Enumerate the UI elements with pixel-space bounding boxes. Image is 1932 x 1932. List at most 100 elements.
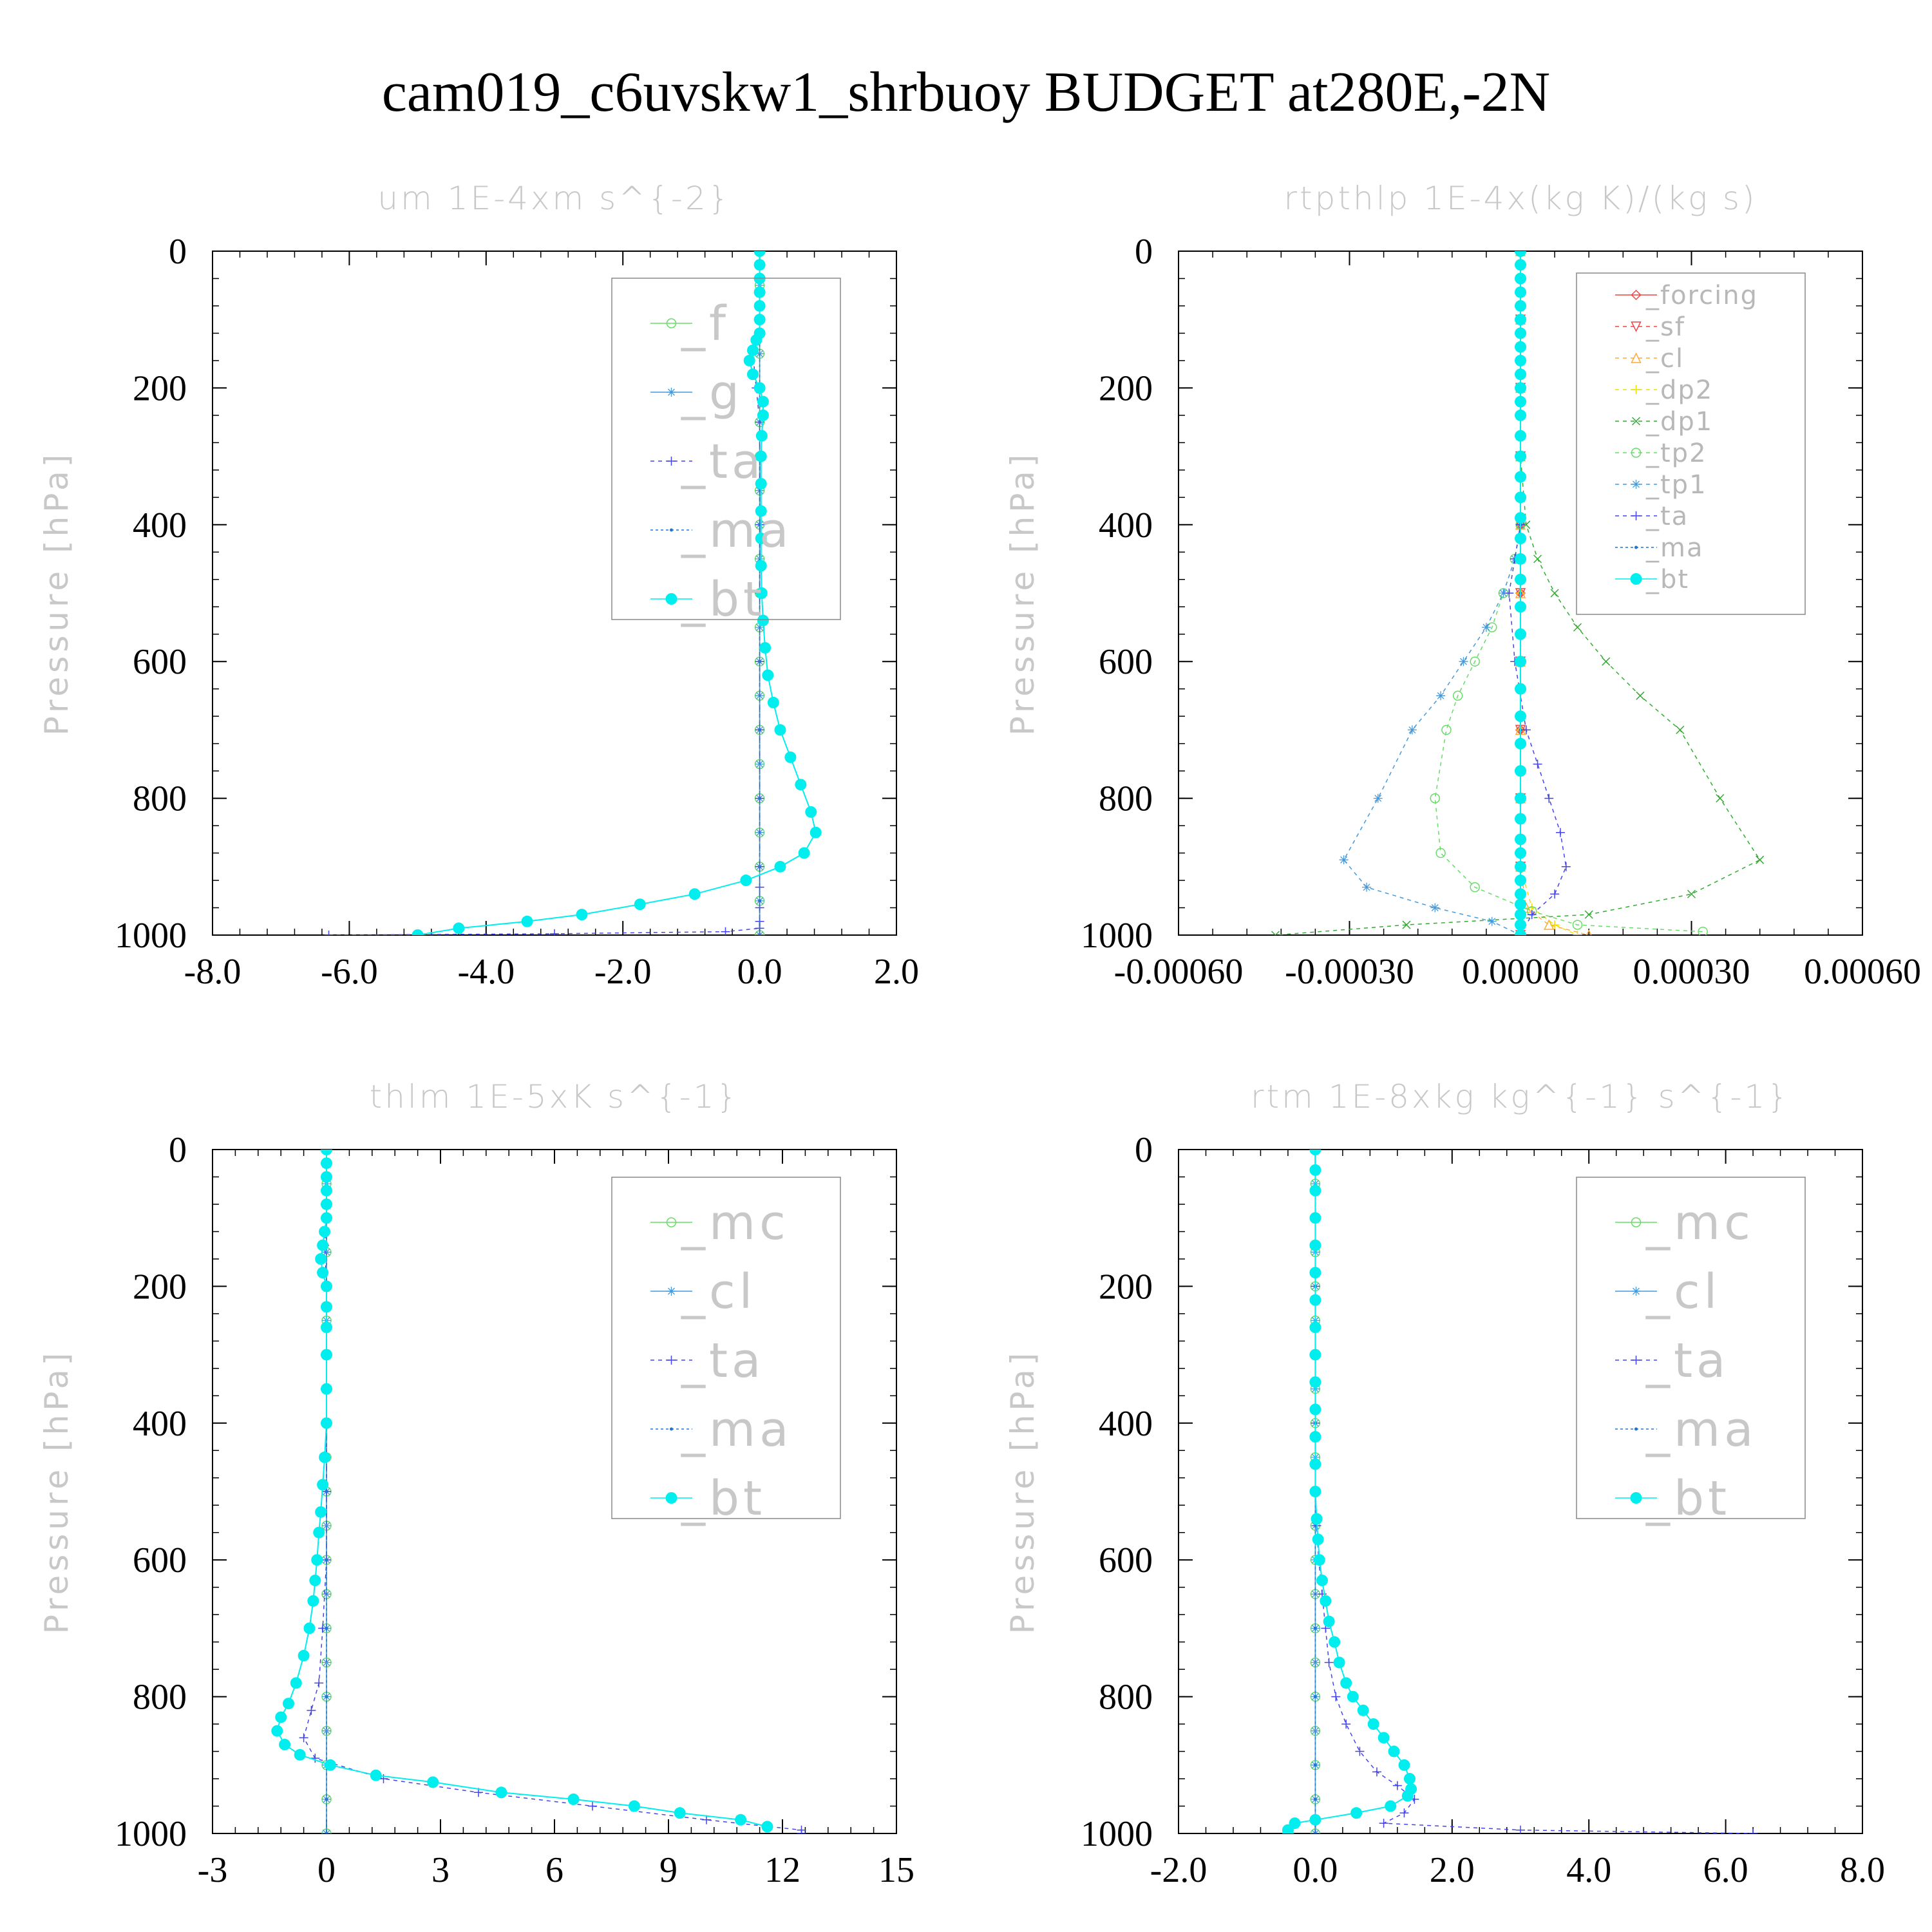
data-point [321,1171,332,1183]
data-point [1515,888,1526,900]
y-tick-label: 400 [133,506,187,545]
x-tick-label: -3 [198,1850,228,1890]
data-point [299,1733,308,1743]
data-point [755,759,764,769]
y-tick-label: 1000 [115,916,187,956]
data-point [1515,656,1526,668]
data-point [755,349,764,359]
legend-box [1576,1177,1806,1519]
data-point [1515,450,1526,462]
data-point [1515,327,1526,339]
data-point [753,286,766,298]
data-point [1527,910,1537,920]
legend-marker [1631,480,1641,489]
y-tick-label: 600 [133,1540,187,1580]
x-tick-label: 6.0 [1703,1850,1748,1890]
data-point [761,1821,773,1833]
x-tick-label: 0.00030 [1633,952,1750,992]
y-tick-label: 0 [1135,1130,1153,1170]
data-point [1515,368,1526,381]
data-point [784,751,797,763]
data-point [1309,1294,1321,1306]
data-point [758,659,762,663]
data-point [321,1417,332,1429]
legend-label: _bt [1645,565,1689,594]
data-point [1561,862,1571,871]
legend-marker [1631,1356,1641,1365]
data-point [1271,931,1280,935]
y-tick-label: 0 [1135,232,1153,272]
y-axis-label: Pressure [hPa] [38,451,75,736]
legend-marker [667,388,676,397]
data-point [1399,1808,1409,1818]
x-tick-label: -0.00030 [1285,952,1414,992]
x-tick-label: 9 [659,1850,677,1890]
y-tick-label: 200 [133,1267,187,1307]
data-point [321,1280,332,1293]
y-tick-label: 200 [133,368,187,408]
data-point [313,1526,325,1539]
data-point [1385,1800,1397,1812]
legend-label: _dp1 [1645,407,1713,437]
data-point [758,865,762,869]
data-point [1515,875,1526,887]
data-point [521,915,533,927]
data-point [1515,813,1526,825]
data-point [1313,1797,1317,1801]
legend: _mc _cl _ta _ma _bt [1576,1177,1806,1526]
data-point [1515,354,1526,366]
data-point [1573,623,1582,632]
legend-label: _dp2 [1645,375,1713,405]
data-point [370,1769,382,1781]
legend-marker [666,1217,677,1227]
data-point [1515,737,1526,750]
data-point [1515,259,1526,271]
legend-marker [1634,1427,1638,1431]
x-tick-label: 0.0 [737,952,782,992]
data-point [810,826,822,838]
data-point [1347,1690,1359,1703]
data-point [1515,628,1526,640]
x-tick-label: -0.00060 [1114,952,1244,992]
legend-marker [1631,321,1642,332]
data-point [1309,1431,1321,1443]
panel-title: thlm 1E-5xK s^{-1} [370,1078,740,1115]
data-area [271,1150,806,1833]
legend-label: _g [681,365,743,421]
data-point [1515,601,1526,613]
data-point [1362,882,1372,892]
legend-marker [1634,545,1638,549]
legend-marker [670,1427,673,1431]
data-point [309,1575,321,1587]
legend-label: _ta [681,1333,764,1388]
data-point [1573,931,1582,935]
data-point [322,1247,331,1257]
legend-marker [1631,448,1642,458]
x-tick-label: 2.0 [1430,1850,1475,1890]
data-point [1515,471,1526,483]
data-point [805,806,817,818]
y-tick-label: 400 [1099,506,1153,545]
data-point [762,669,774,681]
data-point [758,899,762,903]
data-point [674,1807,686,1819]
data-point [740,875,752,887]
data-point [290,1677,302,1689]
series-bt [1282,1150,1417,1833]
data-point [550,929,559,935]
data-point [1521,725,1531,735]
data-point [758,933,762,935]
data-point [314,1678,324,1688]
legend-label: _ma [1645,533,1703,563]
data-point [315,1253,327,1265]
data-point [1398,1759,1410,1771]
data-point [325,1490,328,1493]
data-point [1355,1747,1365,1756]
legend-label: _f [681,296,730,352]
data-point [321,1150,332,1155]
data-point [797,1829,806,1833]
data-point [1516,1825,1525,1833]
data-point [324,1759,336,1771]
data-point [798,847,810,859]
